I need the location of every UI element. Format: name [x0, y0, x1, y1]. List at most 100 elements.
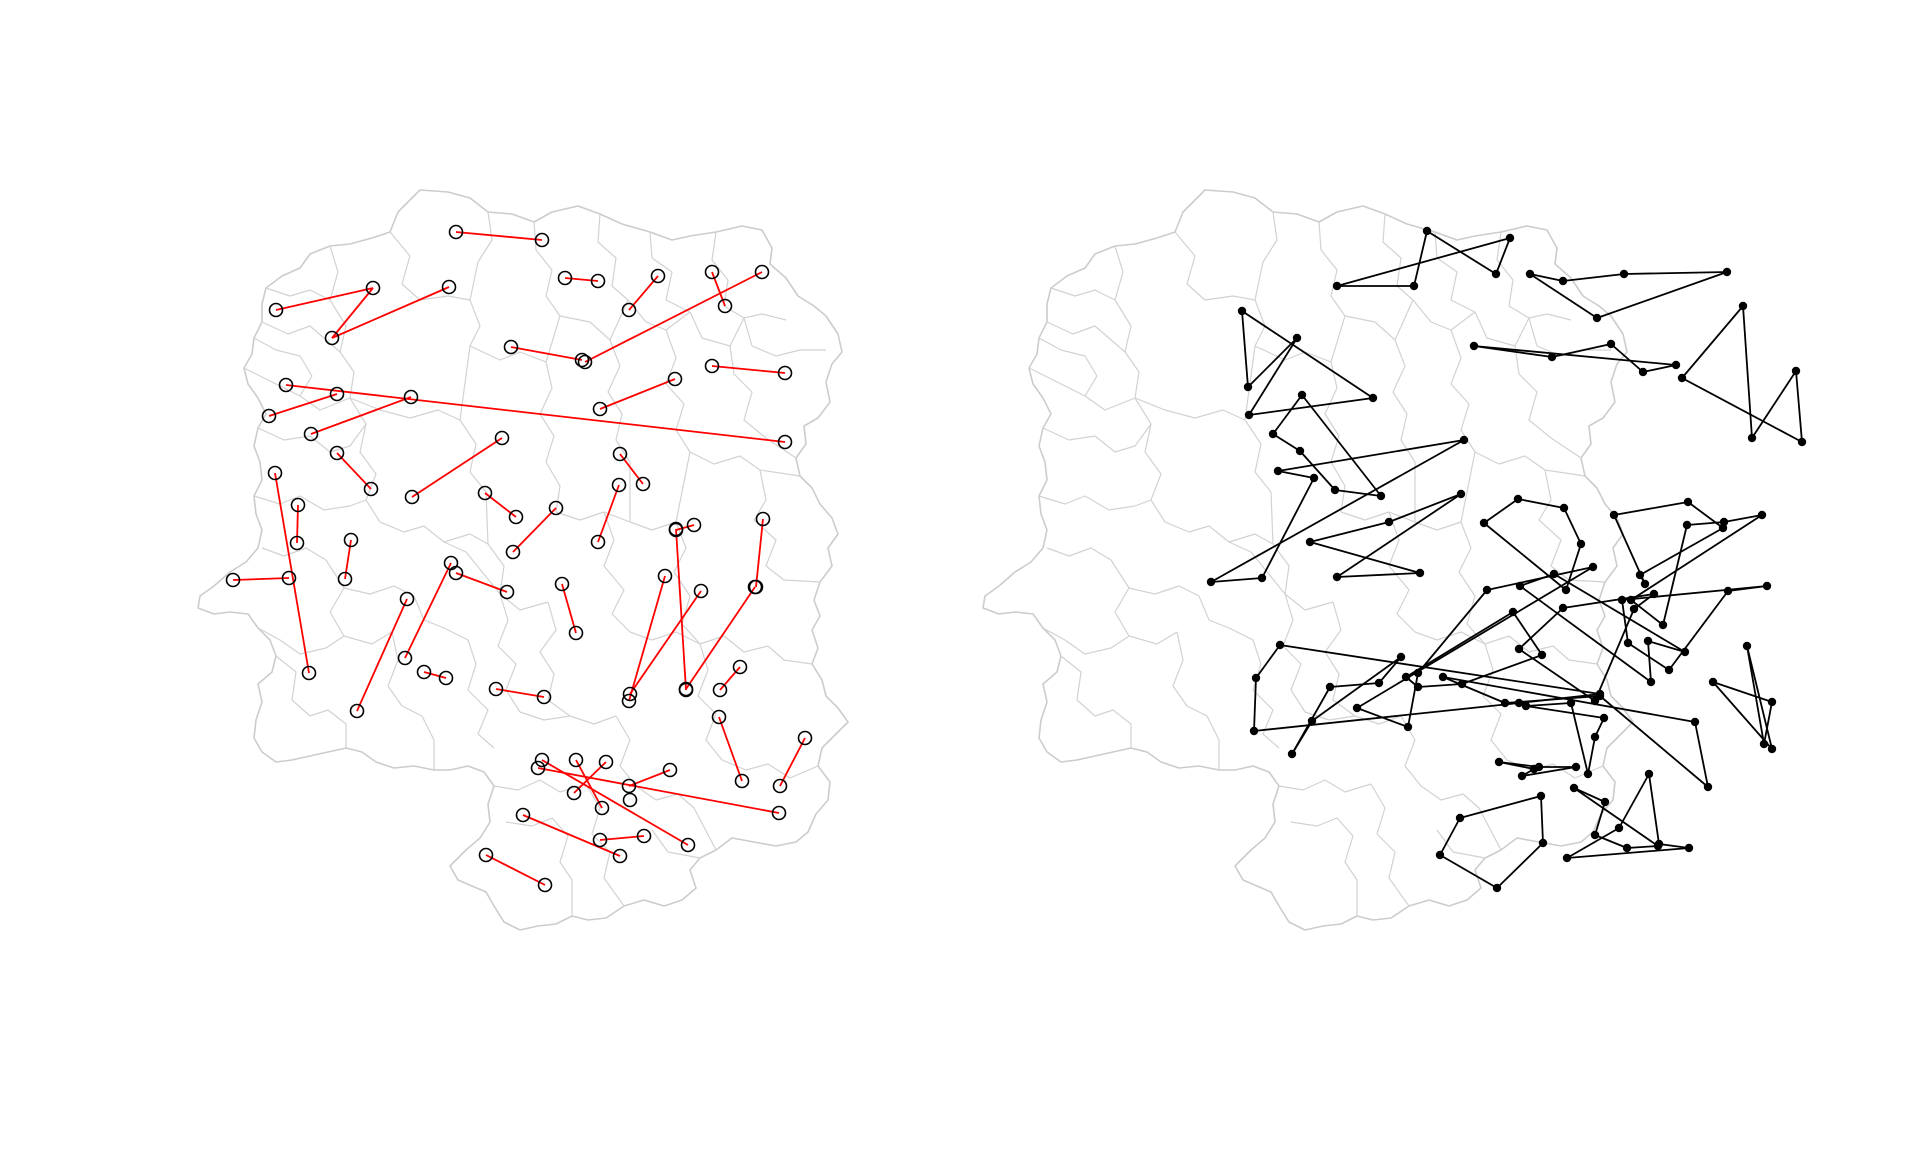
centroid-node	[797, 730, 813, 746]
neighbor-edge	[1356, 707, 1409, 728]
centroid-node	[534, 232, 550, 248]
region-border	[1038, 337, 1098, 397]
neighbor-edge	[1540, 795, 1544, 844]
centroid-node	[667, 371, 683, 387]
centroid-node	[443, 555, 459, 571]
neighbor-edge	[573, 761, 607, 794]
centroid-node	[554, 576, 570, 592]
centroid-node	[732, 659, 748, 675]
neighbor-edge	[1336, 237, 1511, 287]
neighbor-edge	[1751, 370, 1797, 439]
centroid-node	[621, 302, 637, 318]
centroid-node	[777, 434, 793, 450]
neighbor-edge	[1272, 433, 1301, 452]
region-border	[1324, 601, 1356, 717]
neighbor-edge	[1301, 394, 1382, 497]
region-border	[443, 541, 549, 611]
centroid-node	[1646, 677, 1656, 687]
region-border	[1254, 211, 1278, 347]
neighbor-edge	[1610, 343, 1644, 373]
neighbor-edge	[1439, 854, 1498, 889]
region-border	[349, 397, 381, 523]
neighbor-edge	[1647, 640, 1652, 683]
neighbor-edge	[455, 231, 543, 241]
centroid-node	[650, 268, 666, 284]
centroid-node	[1332, 281, 1342, 291]
neighbor-edge	[1594, 608, 1635, 702]
neighbor-edge	[1241, 310, 1249, 388]
region-outline	[982, 189, 1634, 931]
neighbor-edge	[1746, 645, 1773, 750]
region-border	[1414, 631, 1510, 645]
right-centroid-nodes	[1206, 226, 1807, 893]
neighbor-edge	[331, 287, 374, 339]
centroid-node	[1738, 301, 1748, 311]
region-border	[329, 245, 355, 399]
neighbor-edge	[331, 286, 450, 339]
region-border	[257, 423, 367, 453]
centroid-node	[268, 302, 284, 318]
centroid-node	[1588, 562, 1598, 572]
centroid-node	[680, 837, 696, 853]
neighbor-edge	[1309, 541, 1421, 574]
centroid-node	[1677, 373, 1687, 383]
centroid-node	[1723, 586, 1733, 596]
centroid-node	[754, 264, 770, 280]
neighbor-edge	[285, 384, 786, 443]
neighbor-edge	[1255, 644, 1281, 679]
neighbor-edge	[1658, 843, 1690, 849]
neighbor-edge	[1277, 470, 1315, 479]
centroid-node	[566, 785, 582, 801]
centroid-node	[1513, 494, 1523, 504]
neighbor-edge	[1241, 310, 1374, 399]
neighbor-edge	[1587, 736, 1596, 775]
centroid-node	[1566, 698, 1576, 708]
centroid-node	[612, 848, 628, 864]
centroid-node	[1622, 843, 1632, 853]
region-outline	[197, 189, 849, 931]
centroid-node	[477, 485, 493, 501]
centroid-node	[1797, 437, 1807, 447]
centroid-node	[1508, 607, 1518, 617]
neighbor-edge	[1261, 477, 1315, 579]
neighbor-edge	[1596, 271, 1728, 319]
centroid-node	[1671, 360, 1681, 370]
neighbor-edge	[584, 271, 763, 363]
neighbor-edge	[675, 524, 695, 531]
region-border	[1324, 361, 1346, 513]
region-border	[519, 711, 617, 725]
centroid-node	[1592, 313, 1602, 323]
neighbor-edge	[1483, 498, 1519, 524]
centroid-node	[404, 489, 420, 505]
region-border	[603, 511, 631, 633]
centroid-node	[548, 500, 564, 516]
centroid-node	[1244, 410, 1254, 420]
centroid-node	[1529, 764, 1539, 774]
centroid-node	[1590, 696, 1600, 706]
centroid-node	[1435, 850, 1445, 860]
neighbor-edge	[1694, 721, 1709, 788]
region-border	[1278, 779, 1372, 793]
centroid-node	[1515, 581, 1525, 591]
centroid-node	[1456, 489, 1466, 499]
centroid-node	[438, 670, 454, 686]
neighbor-edge	[1712, 681, 1773, 750]
centroid-node	[635, 476, 651, 492]
centroid-node	[290, 497, 306, 513]
neighbor-edge	[1299, 450, 1336, 491]
neighbor-edge	[1329, 682, 1380, 688]
region-border	[649, 231, 691, 313]
centroid-node	[329, 386, 345, 402]
centroid-node	[1722, 267, 1732, 277]
centroid-node	[478, 847, 494, 863]
region-border	[1046, 321, 1126, 353]
centroid-node	[590, 273, 606, 289]
neighbor-edge	[1407, 672, 1419, 728]
centroid-node	[1658, 620, 1668, 630]
neighbor-edge	[1668, 590, 1729, 671]
centroid-node	[403, 389, 419, 405]
neighbor-edge	[1272, 394, 1303, 435]
neighbor-edge	[1630, 514, 1763, 601]
region-border	[651, 829, 701, 859]
centroid-node	[686, 517, 702, 533]
